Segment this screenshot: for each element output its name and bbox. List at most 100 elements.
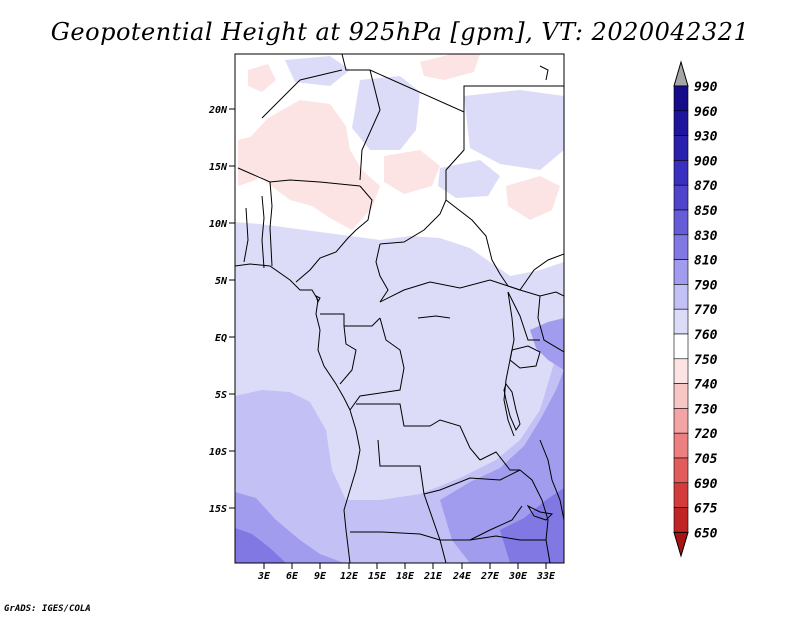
- lat-label-20n: 20N: [208, 105, 228, 116]
- border-ethiopia: [519, 253, 564, 291]
- colorbar-label-870: 870: [694, 179, 718, 194]
- colorbar-segment-770: [673, 308, 689, 335]
- field-830-east: [530, 318, 564, 370]
- field-pink-f: [248, 64, 276, 92]
- coast-angola: [343, 409, 361, 563]
- border-angola-namibia: [350, 531, 441, 541]
- border-east-lakes: [503, 291, 515, 437]
- field-pink-b: [238, 134, 270, 186]
- lat-label-eq: EQ: [215, 333, 227, 344]
- lon-label-33e: 33E: [536, 571, 556, 582]
- colorbar-label-760: 760: [694, 328, 718, 343]
- colorbar-label-810: 810: [694, 254, 718, 269]
- colorbar-label-720: 720: [694, 427, 718, 442]
- lat-label-15n: 15N: [209, 162, 228, 173]
- colorbar-segment-810: [673, 259, 689, 285]
- colorbar-label-930: 930: [694, 130, 718, 145]
- river-nile-hint: [539, 65, 549, 81]
- colorbar-label-690: 690: [694, 477, 718, 492]
- lon-label-24e: 24E: [452, 571, 472, 582]
- border-niger-chad: [299, 69, 343, 81]
- colorbar-segment-690: [673, 482, 689, 508]
- colorbar-under-triangle: [673, 531, 689, 558]
- colorbar-label-705: 705: [694, 452, 718, 467]
- colorbar-label-850: 850: [694, 204, 718, 219]
- colorbar-label-960: 960: [694, 105, 718, 120]
- colorbar-segment-870: [673, 184, 689, 211]
- border-benin-nigeria: [269, 181, 273, 267]
- border-chad-sudan: [379, 112, 465, 245]
- coast-gabon-congo: [317, 329, 351, 411]
- field-pink-d: [420, 54, 480, 80]
- lon-label-15e: 15E: [368, 571, 387, 582]
- colorbar-over-triangle: [673, 60, 689, 87]
- colorbar-label-790: 790: [694, 278, 718, 293]
- colorbar-segment-760: [673, 333, 689, 360]
- field-790-north-d: [285, 56, 350, 86]
- border-zambia-south: [423, 493, 523, 541]
- border-ghana: [243, 207, 249, 263]
- border-nigeria-cameroon: [295, 185, 373, 283]
- border-eq-guinea: [320, 313, 345, 326]
- border-uganda: [507, 291, 540, 341]
- colorbar-label-900: 900: [694, 154, 718, 169]
- border-malawi: [539, 439, 564, 521]
- lon-label-9e: 9E: [314, 571, 327, 582]
- colorbar-label-750: 750: [694, 353, 718, 368]
- field-790-north-b: [464, 90, 564, 170]
- border-zambia-drc: [423, 451, 521, 495]
- border-south-sudan-east: [519, 289, 564, 297]
- lon-label-18e: 18E: [396, 571, 415, 582]
- colorbar-label-770: 770: [694, 303, 718, 318]
- lake-malawi: [526, 504, 554, 521]
- boundaries: [235, 54, 564, 563]
- lon-axis: 3E 6E 9E 12E 15E 18E 21E 24E 27E 30E 33E: [257, 563, 556, 582]
- field-850-sw: [235, 528, 286, 563]
- border-drc-angola: [356, 403, 481, 461]
- border-kenya-tanzania: [537, 295, 564, 353]
- lat-label-5n: 5N: [215, 276, 228, 287]
- colorbar-label-830: 830: [694, 229, 718, 244]
- border-gabon-congo: [339, 325, 357, 385]
- colorbar-segment-850: [673, 209, 689, 236]
- border-angola-zambia: [377, 439, 425, 495]
- grads-credit: GrADS: IGES/COLA: [4, 604, 91, 614]
- field-790-north-a: [352, 76, 420, 150]
- colorbar-segment-740: [673, 383, 689, 409]
- island-bioko: [315, 295, 321, 304]
- colorbar-segment-720: [673, 432, 689, 459]
- colorbar-segment-730: [673, 408, 689, 434]
- colorbar: 990 960 930 900 870 850 830 810 790 770 …: [673, 60, 718, 558]
- lat-label-10n: 10N: [209, 219, 228, 230]
- height-field: [235, 54, 564, 563]
- lon-label-6e: 6E: [286, 571, 299, 582]
- field-pink-a: [244, 100, 380, 230]
- border-congo-river: [417, 315, 451, 319]
- lon-label-30e: 30E: [508, 571, 528, 582]
- border-mozambique: [519, 469, 551, 563]
- lake-tanganyika: [503, 382, 521, 432]
- border-gabon-cameroon: [344, 317, 381, 327]
- lake-victoria: [509, 345, 541, 369]
- chart-title: Geopotential Height at 925hPa [gpm], VT:…: [50, 18, 750, 46]
- colorbar-segment-790: [673, 284, 689, 310]
- colorbar-segment-750: [673, 358, 689, 384]
- border-benin-togo: [261, 195, 265, 269]
- lon-label-3e: 3E: [257, 571, 271, 582]
- border-niger-nigeria: [237, 167, 361, 187]
- border-congo-drc: [349, 317, 405, 411]
- map-frame: [234, 53, 565, 564]
- lon-label-12e: 12E: [340, 571, 359, 582]
- field-790-north-c: [438, 160, 500, 198]
- border-botswana: [439, 539, 447, 563]
- colorbar-segment-705: [673, 457, 689, 484]
- border-chad-west: [359, 69, 381, 181]
- border-zimbabwe: [469, 535, 546, 541]
- lon-label-27e: 27E: [480, 571, 500, 582]
- colorbar-segment-960: [673, 110, 689, 136]
- lat-axis: 20N 15N 10N 5N EQ 5S 10S 15S: [208, 105, 235, 515]
- colorbar-label-990: 990: [694, 80, 718, 95]
- colorbar-label-740: 740: [694, 378, 718, 393]
- border-cameroon-car: [375, 243, 389, 303]
